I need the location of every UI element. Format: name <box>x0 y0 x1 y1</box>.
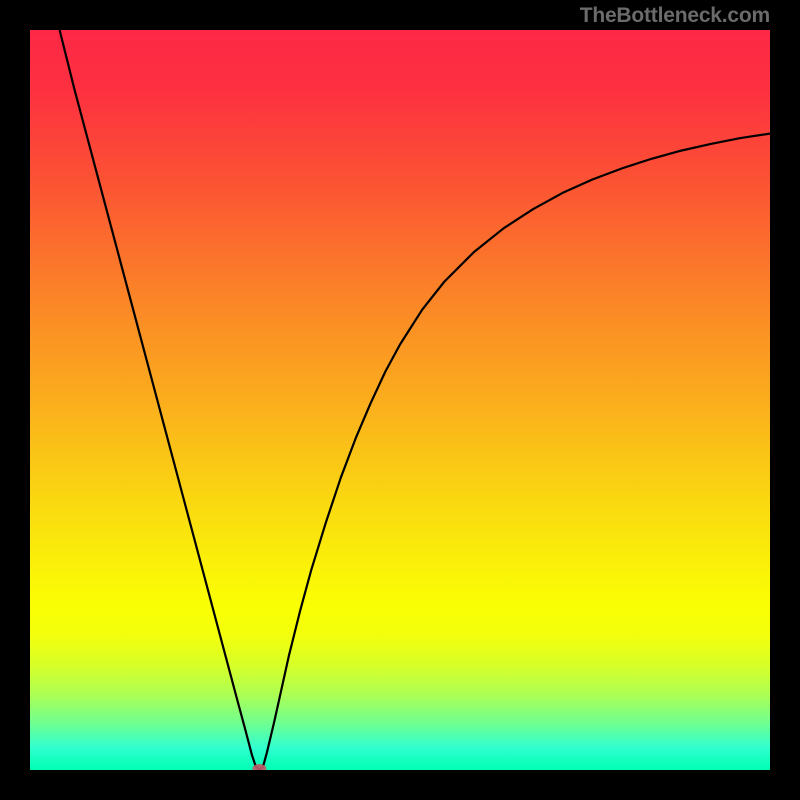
gradient-background <box>30 30 770 770</box>
plot-svg <box>30 30 770 770</box>
watermark-text: TheBottleneck.com <box>580 4 770 28</box>
plot-area <box>30 30 770 770</box>
chart-frame: TheBottleneck.com <box>0 0 800 800</box>
